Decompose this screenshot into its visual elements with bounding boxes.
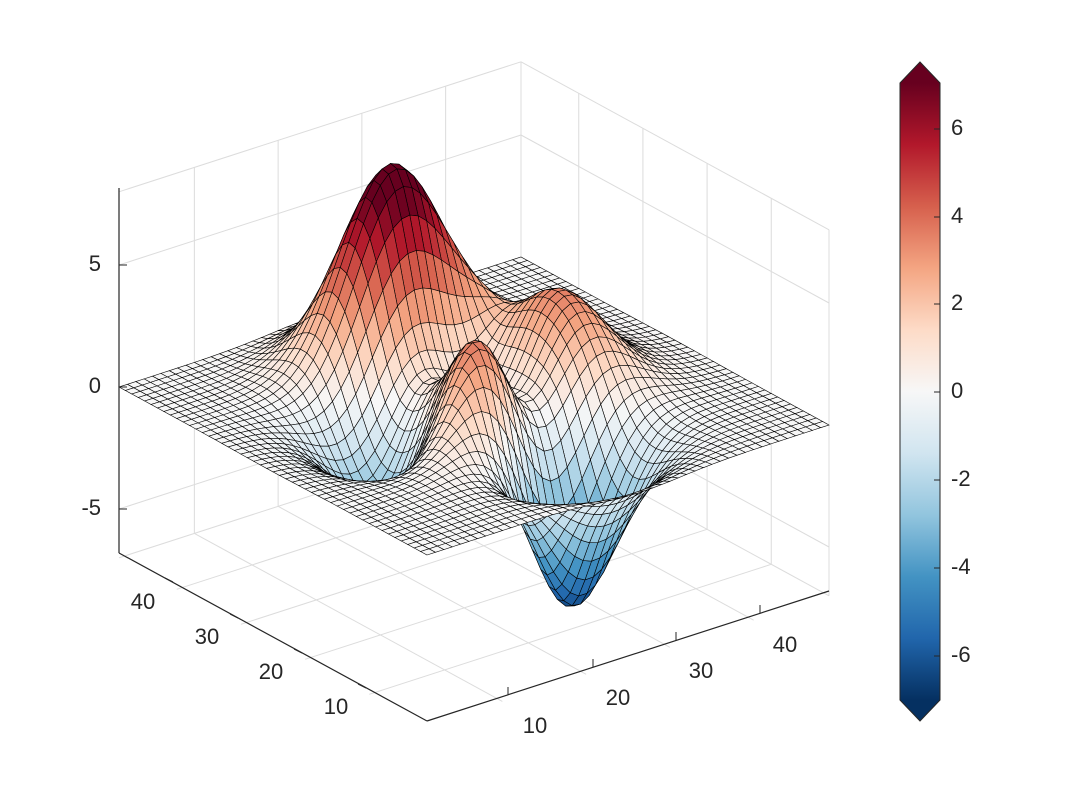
y-tick-mark xyxy=(357,683,367,689)
grid-line xyxy=(118,134,522,266)
colorbar-tick-label: 0 xyxy=(951,378,963,403)
surface-plot xyxy=(118,163,830,607)
colorbar-tick-label: 6 xyxy=(951,115,963,140)
axes-frame: 5 0 -5 40 30 20 10 10 20 30 40 xyxy=(81,188,830,738)
z-tick-label: 0 xyxy=(89,373,101,398)
colorbar-tick-label: -6 xyxy=(951,642,971,667)
grid-line xyxy=(520,134,830,304)
z-tick-label: 5 xyxy=(89,251,101,276)
colorbar-max-extension xyxy=(900,62,940,83)
y-tick-mark xyxy=(229,613,239,619)
y-tick-label: 10 xyxy=(324,694,348,719)
x-tick-label: 10 xyxy=(523,713,547,738)
colorbar-outline xyxy=(899,61,941,722)
colorbar: 6 4 2 0 -2 -4 -6 xyxy=(899,61,971,722)
grid-line xyxy=(520,61,830,231)
colorbar-min-extension xyxy=(900,700,940,721)
surface-patch xyxy=(419,548,437,556)
y-tick-label: 30 xyxy=(195,624,219,649)
grid-line xyxy=(304,528,708,660)
colorbar-tick-label: 2 xyxy=(951,290,963,315)
grid-line xyxy=(277,505,587,675)
y-tick-mark xyxy=(293,648,303,654)
y-tick-mark xyxy=(164,577,174,583)
colorbar-tick-label: -4 xyxy=(951,554,971,579)
x-tick-label: 20 xyxy=(606,685,630,710)
grid-line xyxy=(118,61,522,193)
colorbar-tick-label: -2 xyxy=(951,466,971,491)
grid-line xyxy=(369,563,772,695)
y-tick-label: 20 xyxy=(259,659,283,684)
x-tick-label: 40 xyxy=(773,632,797,657)
y-tick-label: 40 xyxy=(131,589,155,614)
x-tick-label: 30 xyxy=(689,658,713,683)
x-axis-line xyxy=(426,590,830,722)
grid-line xyxy=(194,532,503,702)
colorbar-tick-label: 4 xyxy=(951,203,963,228)
z-tick-label: -5 xyxy=(81,495,101,520)
colorbar-gradient xyxy=(900,83,940,700)
